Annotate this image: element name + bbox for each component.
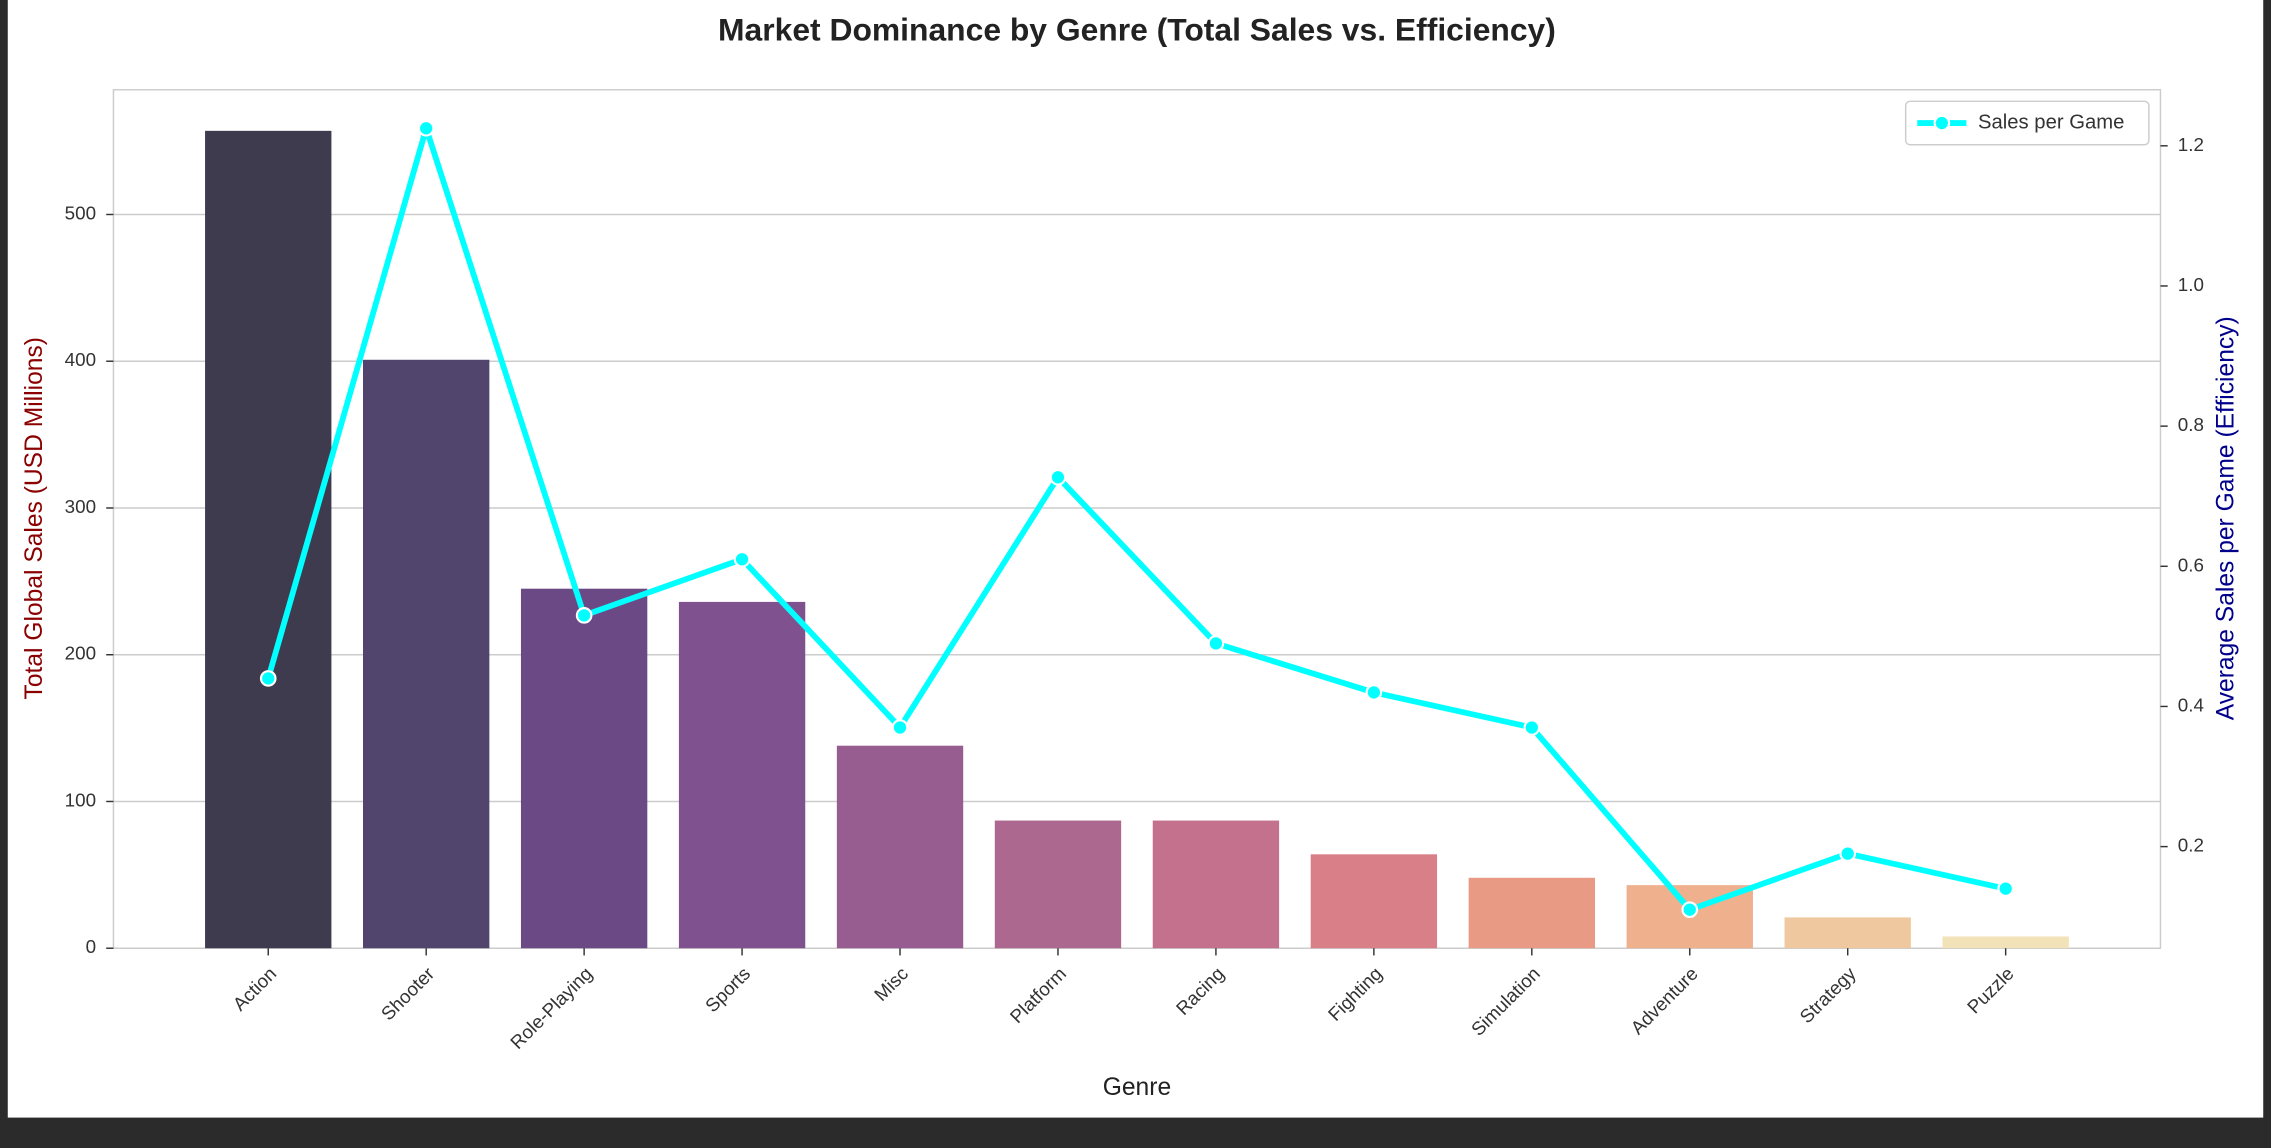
line-marker (1523, 719, 1541, 736)
bar (1152, 820, 1280, 949)
y-tick-label: 100 (65, 789, 96, 810)
y2-tick-label: 1.2 (2178, 134, 2204, 155)
bar (836, 745, 964, 949)
bar (520, 588, 648, 949)
line-marker (1365, 684, 1383, 701)
bar (1784, 917, 1911, 949)
bar (678, 601, 806, 949)
y-tick-label: 300 (65, 496, 96, 517)
line (265, 125, 2007, 913)
y-tick-label: 200 (65, 643, 96, 664)
line-marker (1681, 901, 1699, 919)
y2-tick-label: 0.8 (2178, 414, 2204, 435)
line-marker (1207, 635, 1225, 652)
bar (1468, 877, 1595, 949)
bar (1942, 936, 2069, 949)
y2-tick-label: 0.6 (2178, 554, 2204, 575)
y2-tick-label: 0.4 (2178, 694, 2204, 715)
legend-box (1904, 100, 2150, 146)
bar (363, 359, 490, 949)
x-axis-label: Genre (1103, 1074, 1171, 1101)
line-marker (1997, 880, 2014, 897)
line-marker (1839, 845, 1857, 862)
legend-marker (1933, 114, 1951, 132)
chart-title: Market Dominance by Genre (Total Sales v… (718, 11, 1556, 47)
y2-tick-label: 0.2 (2178, 835, 2204, 856)
bar (1310, 854, 1438, 949)
line-marker (575, 607, 593, 624)
line-marker (1049, 468, 1067, 486)
y-tick-label: 500 (65, 202, 96, 223)
y2-axis-label: Average Sales per Game (Efficiency) (2213, 316, 2240, 720)
legend-label: Sales per Game (1978, 111, 2124, 133)
y-axis-label: Total Global Sales (USD Millions) (21, 337, 48, 699)
line-marker (733, 550, 751, 568)
line-marker (891, 719, 909, 736)
y-tick-label: 0 (86, 936, 96, 957)
y-tick-label: 400 (65, 349, 96, 370)
bar (994, 820, 1122, 949)
line-marker (417, 119, 435, 137)
line-marker (259, 670, 277, 687)
bar (205, 130, 332, 949)
y2-tick-label: 1.0 (2178, 274, 2204, 295)
